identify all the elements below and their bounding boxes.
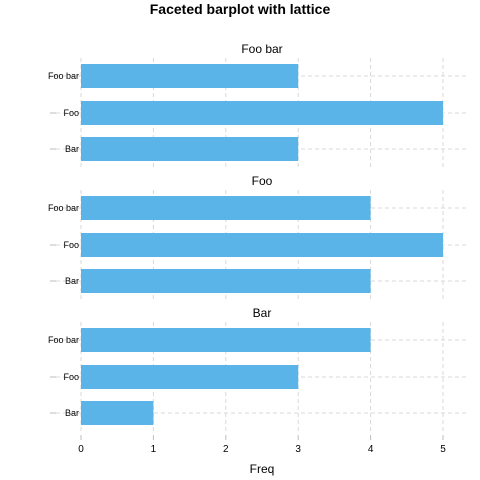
chart-title: Faceted barplot with lattice: [150, 1, 331, 17]
bar: [81, 64, 299, 88]
x-axis-label: Freq: [250, 462, 275, 476]
bar: [81, 401, 154, 425]
y-tick-label: Bar: [65, 408, 79, 418]
panel-0: Foo bar Foo bar Foo Bar: [48, 42, 466, 167]
y-tick-label: Foo: [63, 108, 79, 118]
y-tick-label: Bar: [65, 144, 79, 154]
bar: [81, 269, 371, 293]
y-tick-label: Bar: [65, 276, 79, 286]
x-tick-label: 4: [368, 444, 374, 455]
x-tick-label: 1: [151, 444, 157, 455]
y-tick-label: Foo bar: [48, 71, 79, 81]
y-tick-label: Foo: [63, 372, 79, 382]
panel-1: Foo Foo bar Foo Bar: [48, 174, 466, 299]
bar: [81, 365, 299, 389]
bar: [81, 101, 443, 125]
x-tick-label: 3: [295, 444, 301, 455]
y-tick-label: Foo bar: [48, 203, 79, 213]
panel-2: Bar Foo bar Foo Bar: [48, 306, 466, 431]
bar: [81, 328, 371, 352]
x-tick-label: 2: [223, 444, 229, 455]
bar: [81, 233, 443, 257]
bar: [81, 196, 371, 220]
strip-label: Foo bar: [241, 42, 282, 56]
y-tick-label: Foo: [63, 240, 79, 250]
x-axis: 0 1 2 3 4 5: [78, 435, 446, 455]
strip-label: Foo: [252, 174, 273, 188]
x-tick-label: 5: [440, 444, 446, 455]
x-tick-label: 0: [78, 444, 84, 455]
strip-label: Bar: [253, 306, 272, 320]
y-tick-label: Foo bar: [48, 335, 79, 345]
bar: [81, 137, 299, 161]
